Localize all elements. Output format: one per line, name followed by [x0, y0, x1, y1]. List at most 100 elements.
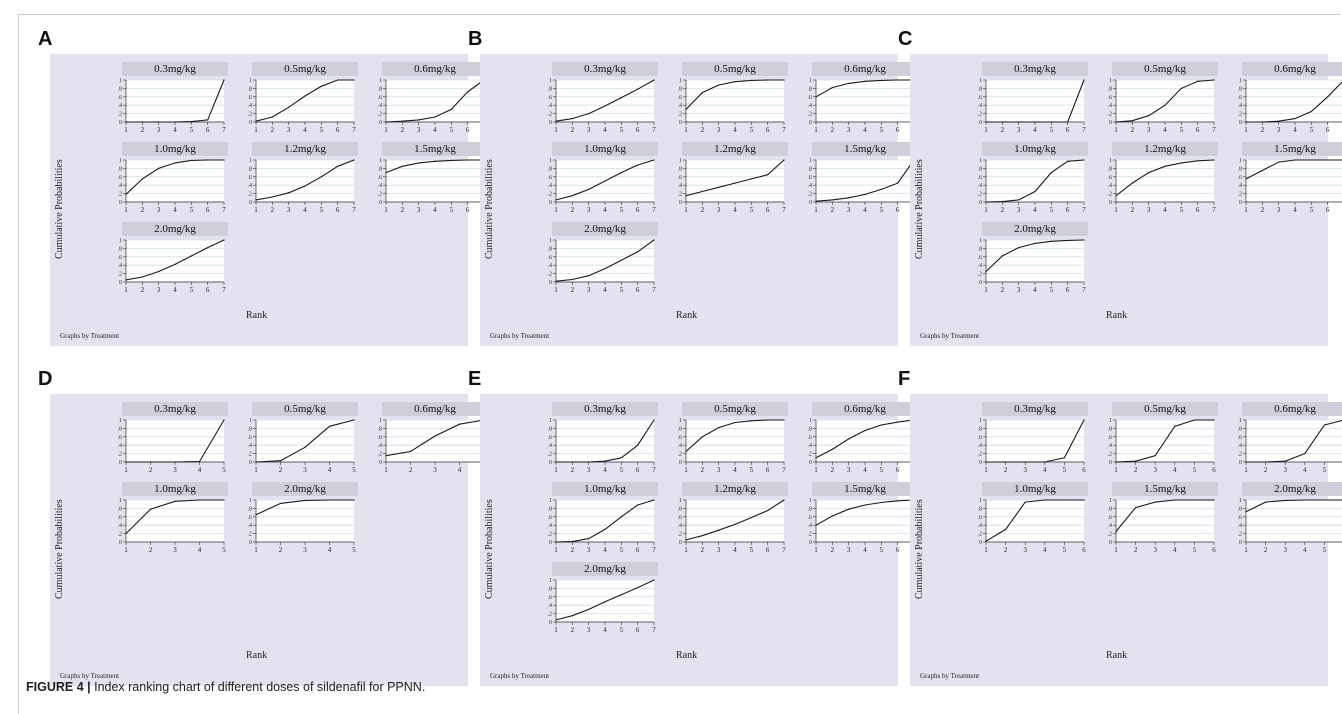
y-tick-label: 0	[979, 120, 982, 126]
data-point	[1131, 120, 1133, 122]
data-point	[620, 594, 622, 596]
data-point	[1294, 118, 1296, 120]
y-tick-label: .2	[548, 612, 553, 618]
data-point	[734, 523, 736, 525]
x-tick-label: 2	[571, 126, 575, 134]
subplot-title: 1.5mg/kg	[382, 142, 488, 156]
data-point	[864, 429, 866, 432]
panel-footnote: Graphs by Treatment	[920, 672, 980, 680]
y-axis-label: Cumulative Probabilities	[484, 499, 495, 599]
y-tick-label: .2	[378, 192, 383, 198]
y-tick-label: .6	[978, 175, 983, 181]
y-tick-label: 0	[119, 280, 122, 286]
y-tick-label: 0	[549, 120, 552, 126]
y-tick-label: .6	[248, 175, 253, 181]
y-tick-label: 0	[1239, 120, 1242, 126]
data-point	[255, 514, 257, 516]
subplot-title: 2.0mg/kg	[1242, 482, 1342, 496]
x-tick-label: 4	[603, 626, 607, 634]
series-line	[985, 499, 1084, 542]
y-tick-label: .6	[248, 435, 253, 441]
y-tick-label: .8	[978, 506, 983, 512]
x-tick-label: 5	[880, 546, 884, 554]
y-tick-label: 0	[249, 460, 252, 466]
x-tick-label: 5	[1063, 466, 1067, 474]
x-tick-label: 5	[750, 126, 754, 134]
subplot-title: 1.2mg/kg	[1112, 142, 1218, 156]
y-tick-label: .4	[1238, 183, 1243, 189]
subplot-title: 1.5mg/kg	[1242, 142, 1342, 156]
subplot-title: 1.0mg/kg	[982, 482, 1088, 496]
data-point	[604, 180, 606, 182]
x-tick-label: 1	[554, 546, 558, 554]
data-point	[304, 446, 306, 448]
x-tick-label: 4	[1043, 546, 1047, 554]
x-tick-label: 4	[1293, 126, 1297, 134]
y-tick-label: 0	[119, 120, 122, 126]
x-tick-label: 3	[1277, 206, 1281, 214]
data-point	[880, 424, 882, 426]
data-point	[555, 461, 557, 463]
y-tick-label: .4	[978, 263, 983, 269]
x-tick-label: 2	[831, 126, 835, 134]
y-tick-label: .2	[378, 112, 383, 118]
data-point	[864, 504, 866, 506]
y-tick-label: .2	[548, 112, 553, 118]
x-tick-label: 2	[701, 546, 705, 554]
data-point	[815, 524, 817, 526]
data-point	[588, 538, 590, 540]
x-tick-label: 5	[190, 206, 194, 214]
y-tick-label: .8	[678, 426, 683, 432]
subplot-title: 0.3mg/kg	[122, 62, 228, 76]
x-tick-label: 1	[814, 206, 818, 214]
y-tick-label: .8	[548, 86, 553, 92]
data-point	[320, 85, 322, 87]
y-tick-label: .2	[808, 192, 813, 198]
x-tick-label: 5	[750, 546, 754, 554]
subplot: 2.0mg/kg 0 .2 .4 .6 .8 1 1 2 3 4 5 6 7	[118, 222, 228, 296]
y-tick-label: .8	[118, 426, 123, 432]
data-point	[1005, 528, 1007, 530]
x-tick-label: 2	[1261, 126, 1265, 134]
y-tick-label: .4	[1108, 443, 1113, 449]
subplot: 1.2mg/kg 0 .2 .4 .6 .8 1 1 2 3 4 5 6 7	[678, 482, 788, 556]
y-tick-label: 1	[809, 418, 812, 424]
y-tick-label: .6	[248, 95, 253, 101]
y-tick-label: .6	[978, 95, 983, 101]
data-point	[897, 421, 899, 423]
x-tick-label: 5	[320, 126, 324, 134]
data-point	[174, 461, 176, 463]
data-point	[701, 436, 703, 438]
x-tick-label: 1	[554, 286, 558, 294]
plot-area	[986, 420, 1084, 462]
data-point	[685, 539, 687, 541]
y-tick-label: .6	[1108, 515, 1113, 521]
x-tick-label: 1	[1114, 546, 1118, 554]
subplot-svg: 0 .2 .4 .6 .8 1 1 2 3 4 5 6	[1108, 498, 1217, 554]
x-tick-label: 6	[206, 126, 210, 134]
x-tick-label: 1	[1244, 126, 1248, 134]
series-line	[986, 419, 1085, 463]
y-tick-label: 1	[809, 498, 812, 504]
x-tick-label: 1	[124, 206, 128, 214]
x-tick-label: 1	[554, 206, 558, 214]
x-tick-label: 4	[1173, 546, 1177, 554]
data-point	[434, 435, 436, 437]
data-point	[571, 118, 573, 120]
x-tick-label: 1	[254, 466, 258, 474]
y-tick-label: .6	[978, 255, 983, 261]
plot-area	[686, 160, 784, 202]
data-point	[328, 425, 331, 427]
data-point	[767, 174, 769, 176]
x-tick-label: 7	[782, 206, 786, 214]
y-tick-label: .4	[678, 523, 683, 529]
data-point	[1050, 172, 1052, 174]
x-tick-label: 5	[1180, 126, 1184, 134]
x-tick-label: 7	[222, 286, 226, 294]
data-point	[848, 82, 850, 84]
